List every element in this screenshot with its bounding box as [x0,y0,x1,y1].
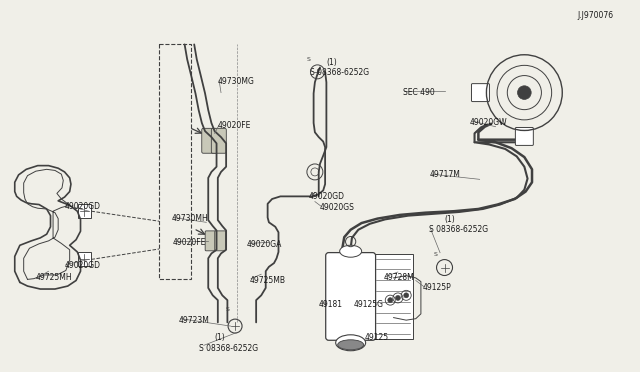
FancyBboxPatch shape [77,204,91,218]
Text: 49020FE: 49020FE [218,122,251,131]
Text: 49181: 49181 [319,300,343,309]
Text: 49725MH: 49725MH [36,273,72,282]
Text: 49020FE: 49020FE [173,238,207,247]
Text: S 08368-6252G: S 08368-6252G [429,225,488,234]
FancyBboxPatch shape [472,84,490,102]
FancyBboxPatch shape [326,253,376,340]
Circle shape [388,298,393,303]
Text: 49723M: 49723M [178,316,209,325]
Text: 49020GS: 49020GS [320,203,355,212]
Text: J.J970076: J.J970076 [578,11,614,20]
FancyBboxPatch shape [215,231,226,251]
Text: S 08368-6252G: S 08368-6252G [310,68,369,77]
Text: (1): (1) [326,58,337,67]
Text: 49020GW: 49020GW [470,118,508,127]
Text: 49125G: 49125G [353,300,383,309]
FancyBboxPatch shape [371,254,413,339]
Ellipse shape [338,340,364,350]
Circle shape [404,293,409,298]
Text: 49020GD: 49020GD [308,192,344,201]
FancyBboxPatch shape [202,128,217,153]
Text: 49020GD: 49020GD [65,202,100,211]
Text: 49125P: 49125P [422,283,451,292]
Text: S 08368-6252G: S 08368-6252G [198,344,258,353]
Text: S: S [225,307,229,312]
Ellipse shape [340,245,362,257]
Text: SEC 490: SEC 490 [403,88,435,97]
Circle shape [518,86,531,99]
FancyBboxPatch shape [211,128,227,153]
Text: 49125: 49125 [365,333,389,343]
Text: 49020GA: 49020GA [246,240,282,249]
Text: 49717M: 49717M [430,170,461,179]
Text: (1): (1) [214,333,225,343]
Text: S: S [434,251,438,257]
FancyBboxPatch shape [77,253,91,266]
Text: S: S [307,57,310,62]
Text: (1): (1) [445,215,455,224]
Circle shape [396,295,401,301]
Text: 49725MB: 49725MB [250,276,285,285]
Ellipse shape [336,335,365,351]
Text: 49728M: 49728M [384,273,415,282]
FancyBboxPatch shape [205,231,216,251]
Text: 49730MH: 49730MH [172,214,209,223]
FancyBboxPatch shape [515,128,533,145]
Bar [159,44,191,279]
Text: 49730MG: 49730MG [218,77,255,86]
Text: 49020GD: 49020GD [65,261,100,270]
